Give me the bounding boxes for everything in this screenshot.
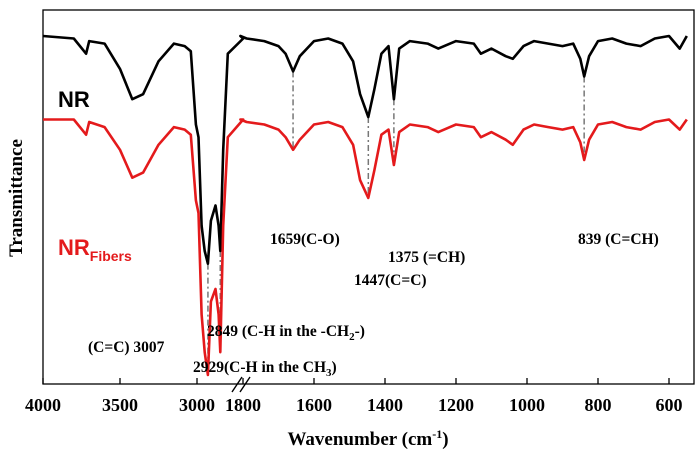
plot-frame — [42, 9, 695, 385]
annotation-2929: 2929(C-H in the CH3) — [193, 359, 337, 379]
annotation-2849: 2849 (C-H in the -CH2-) — [207, 323, 365, 343]
series-layer — [42, 34, 688, 377]
x-tick-label-1400: 1400 — [367, 395, 403, 415]
annotation-1375: 1375 (=CH) — [388, 249, 465, 266]
annotation-839: 839 (C=CH) — [578, 231, 659, 248]
x-tick-label-4000: 4000 — [25, 395, 61, 415]
axis-break-marks — [231, 376, 251, 393]
x-tick-label-800: 800 — [585, 395, 612, 415]
annotation-3007: (C=C) 3007 — [88, 339, 165, 356]
y-axis-title: Transmittance — [6, 139, 27, 257]
x-tick-label-600: 600 — [656, 395, 683, 415]
series-label-nr-fibers: NRFibers — [58, 235, 132, 264]
x-tick-label-1600: 1600 — [296, 395, 332, 415]
annotation-1447: 1447(C=C) — [354, 272, 427, 289]
x-tick-label-1800: 1800 — [225, 395, 261, 415]
series-line-nr-fibers — [43, 118, 688, 377]
x-tick-label-1200: 1200 — [438, 395, 474, 415]
x-tick-label-3500: 3500 — [102, 395, 138, 415]
x-tick-label-1000: 1000 — [509, 395, 545, 415]
annotation-1659: 1659(C-O) — [270, 231, 340, 248]
x-tick-label-3000: 3000 — [179, 395, 215, 415]
x-ticks: 4000 3500 3000 1800 1600 1400 1200 1000 800 600 — [25, 378, 683, 415]
series-label-nr: NR — [58, 87, 90, 112]
x-axis-title: Wavenumber (cm-1) — [287, 427, 448, 450]
series-line-nr — [42, 34, 688, 265]
